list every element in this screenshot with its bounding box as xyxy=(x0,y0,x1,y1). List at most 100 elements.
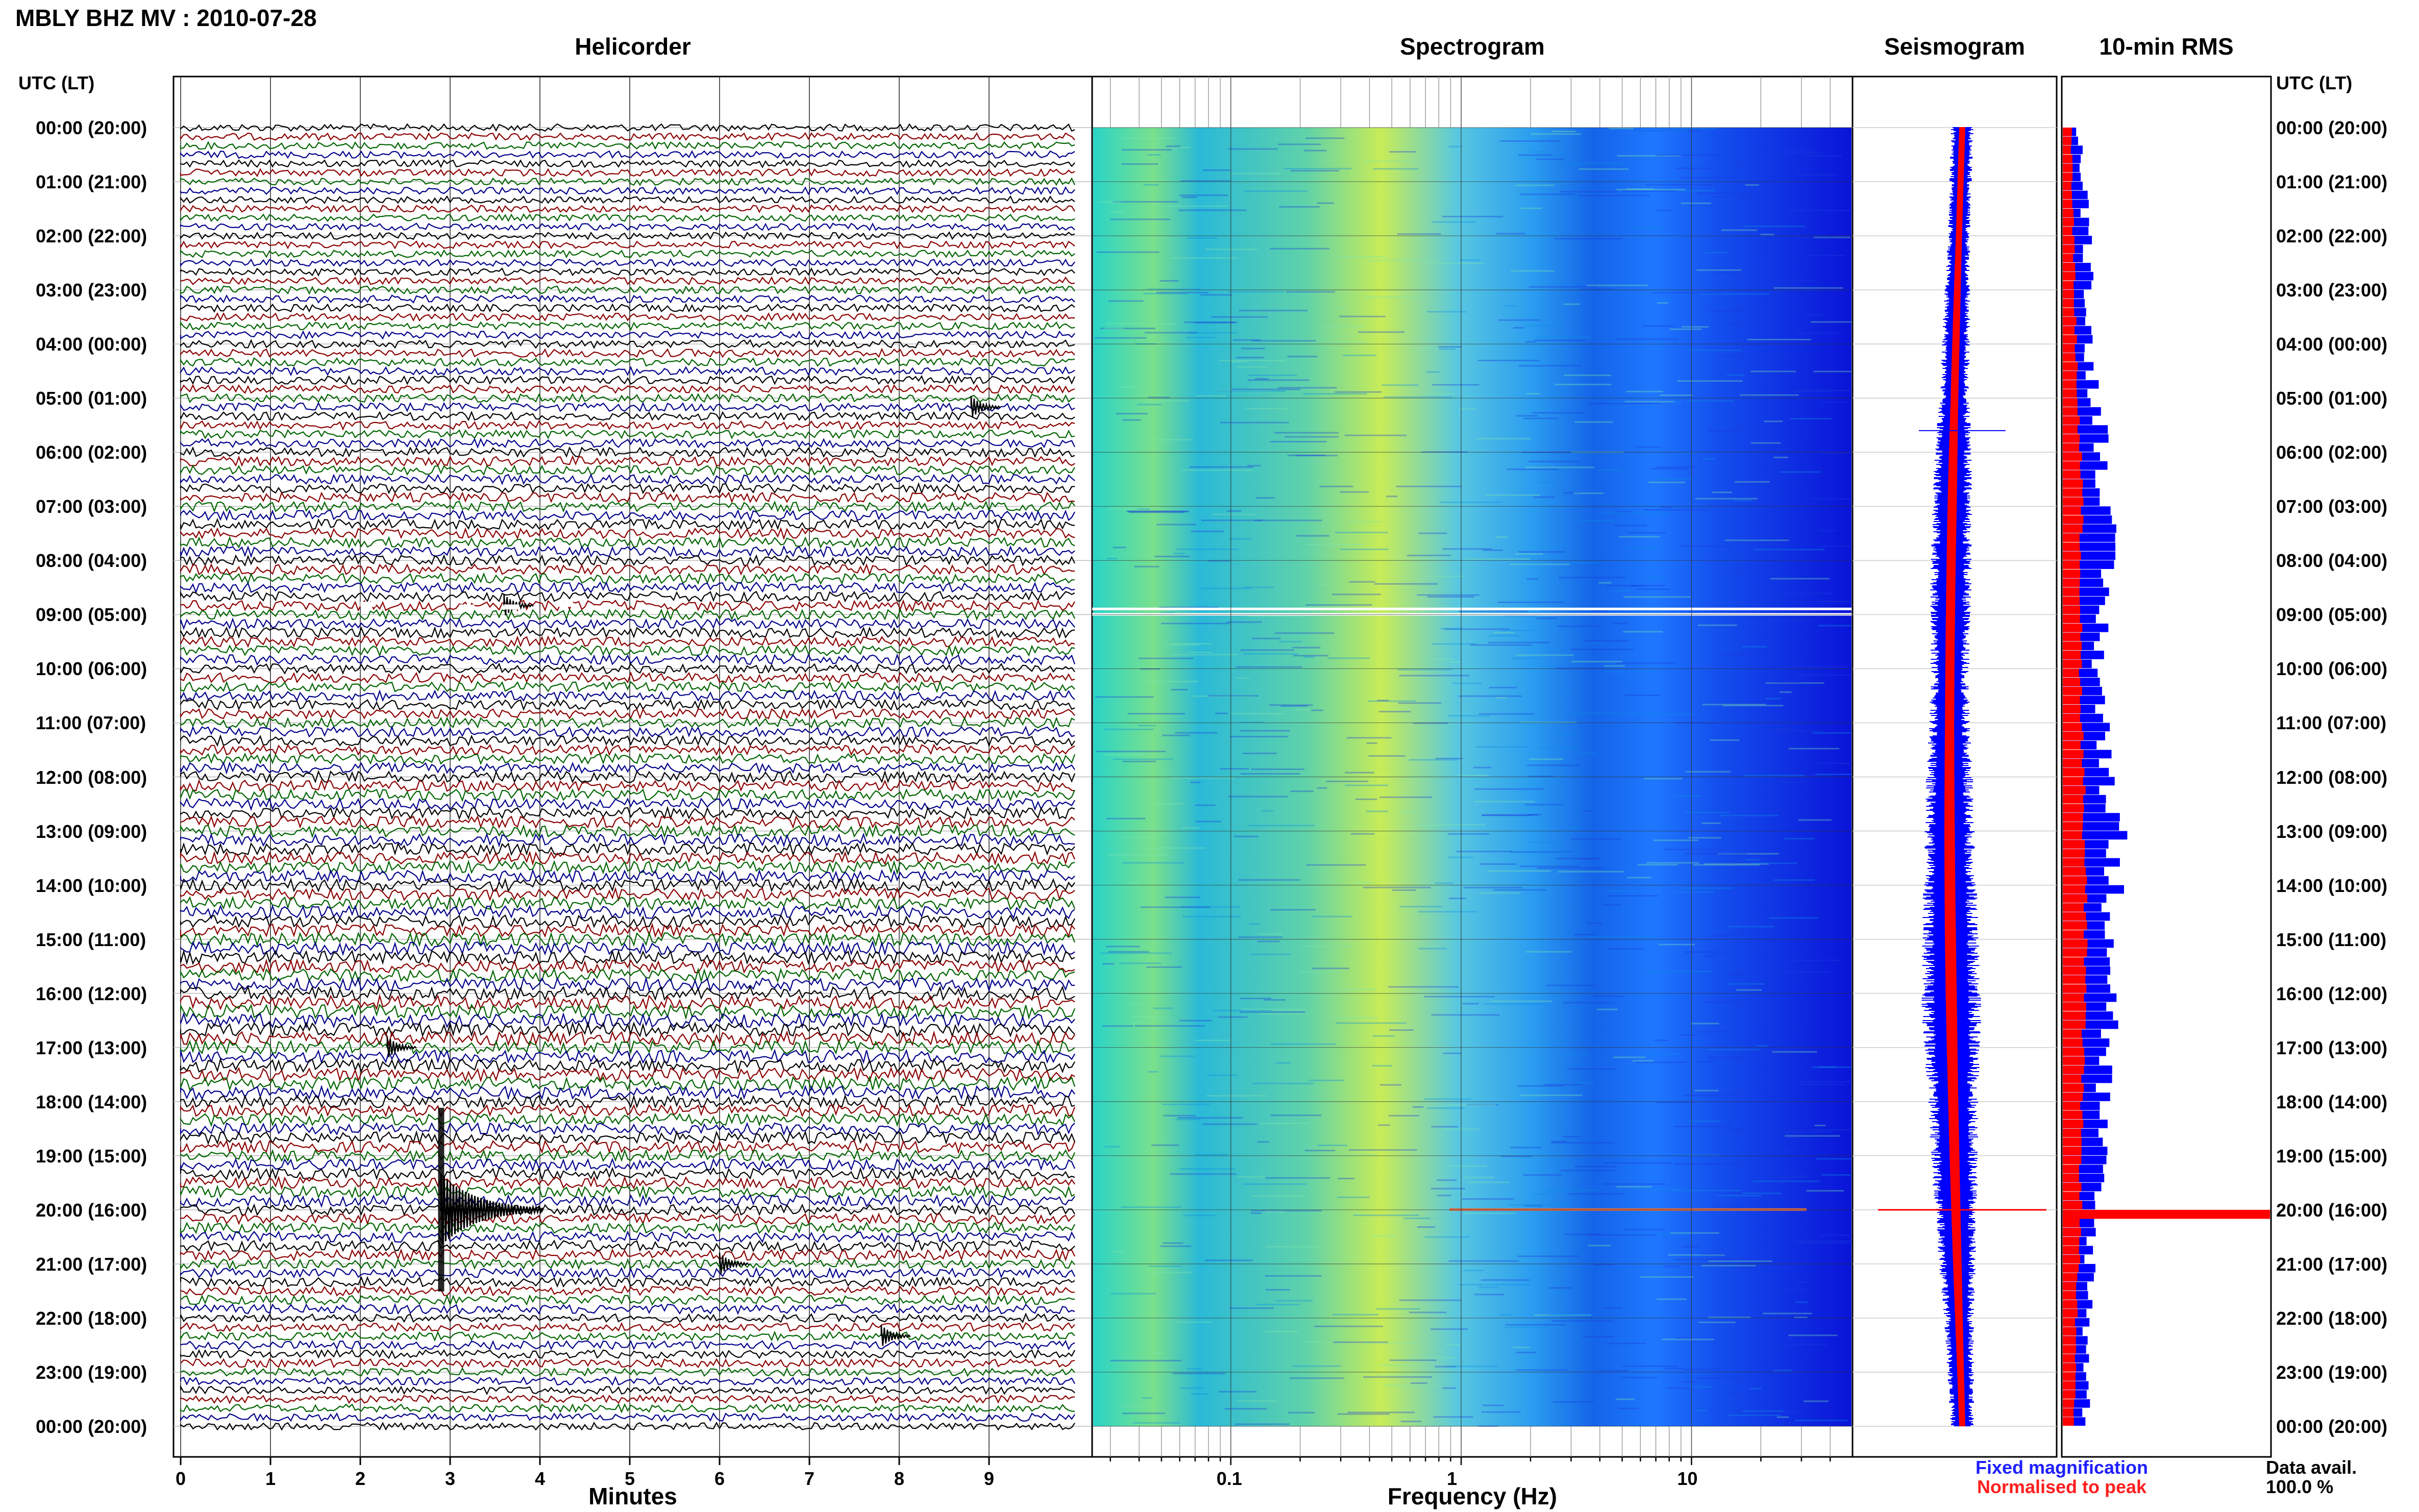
spectrogram-texture xyxy=(1578,195,1613,197)
rms-bar-normalised xyxy=(2063,894,2087,903)
spectrogram-texture xyxy=(1366,742,1377,744)
spectrogram-texture xyxy=(1785,1135,1840,1137)
spectrogram-texture xyxy=(1636,446,1661,448)
spectrogram-texture xyxy=(1656,154,1721,156)
spectrogram-texture xyxy=(1660,190,1715,192)
spectrogram-texture xyxy=(1335,256,1387,258)
helicorder-trace xyxy=(180,177,1075,186)
helicorder-trace xyxy=(180,743,1075,757)
spectrogram-texture xyxy=(1202,1123,1257,1125)
spectrogram-texture xyxy=(1743,226,1805,228)
spectrogram-texture xyxy=(1520,207,1542,209)
spectrogram-texture xyxy=(1301,946,1353,948)
spectrogram-texture xyxy=(1195,821,1222,823)
spectrogram-texture xyxy=(1728,926,1774,928)
spectrogram-texture xyxy=(1255,497,1275,499)
helicorder-trace xyxy=(180,285,1075,295)
helicorder-trace xyxy=(180,1203,1075,1217)
rms-bar-normalised xyxy=(2063,831,2082,840)
helicorder-trace xyxy=(180,455,1075,467)
helicorder-trace xyxy=(180,1376,1075,1386)
helicorder-event-coda xyxy=(438,1107,445,1292)
spectrogram-texture xyxy=(1544,1084,1583,1086)
spectrogram-texture xyxy=(1818,530,1836,532)
time-label-left: 11:00 (07:00) xyxy=(36,712,146,734)
spectrogram-texture xyxy=(1534,1314,1592,1316)
spectrogram-texture xyxy=(1219,360,1287,362)
spectrogram-texture xyxy=(1365,296,1424,299)
spectrogram-texture xyxy=(1821,601,1861,603)
spectrogram-texture xyxy=(1167,205,1227,207)
spectrogram-texture xyxy=(1758,543,1790,546)
spectrogram-texture xyxy=(1448,715,1491,717)
rms-bar-normalised xyxy=(2063,1336,2076,1345)
spectrogram-texture xyxy=(1620,1376,1658,1378)
spectrogram-texture xyxy=(1657,209,1672,211)
rms-bar-normalised xyxy=(2063,632,2081,641)
time-label-right: 11:00 (07:00) xyxy=(2276,712,2387,734)
rms-bar-normalised xyxy=(2063,425,2078,434)
spectrogram-texture xyxy=(1524,804,1563,806)
time-label-left: 21:00 (17:00) xyxy=(36,1253,147,1275)
rms-bar-normalised xyxy=(2063,155,2072,163)
rms-bar-normalised xyxy=(2063,1228,2081,1236)
spectrogram-texture xyxy=(1187,332,1238,334)
spectrogram-texture xyxy=(1710,739,1740,741)
spectrogram-texture xyxy=(1816,1158,1855,1160)
helicorder-trace xyxy=(180,554,1075,567)
rms-bar-normalised xyxy=(2063,1155,2082,1164)
spectrogram-texture xyxy=(1773,456,1789,458)
spectrogram-texture xyxy=(1510,563,1570,565)
spectrogram-texture xyxy=(1679,545,1731,547)
spectrogram-texture xyxy=(1707,1056,1775,1058)
spectrogram-texture xyxy=(1588,1245,1611,1247)
spectrogram-texture xyxy=(1592,995,1624,997)
spectrogram-texture xyxy=(1363,1376,1433,1378)
rms-bar-normalised xyxy=(2063,966,2086,975)
spectrogram-texture xyxy=(1442,215,1503,217)
helicorder-trace xyxy=(180,312,1075,322)
spectrogram-texture xyxy=(1684,811,1730,813)
spectrogram-texture xyxy=(1159,1055,1195,1057)
spectrogram-texture xyxy=(1144,681,1199,683)
time-label-right: 19:00 (15:00) xyxy=(2276,1145,2388,1167)
spectrogram-texture xyxy=(1181,827,1200,829)
spectrogram-texture xyxy=(1563,303,1580,305)
spectrogram-xtick-label: 1 xyxy=(1447,1468,1458,1489)
helicorder-trace xyxy=(180,231,1075,240)
spectrogram-texture xyxy=(1138,725,1156,727)
spectrogram-texture xyxy=(1166,145,1181,147)
rms-bar-normalised xyxy=(2063,190,2072,200)
spectrogram-texture xyxy=(1810,498,1871,500)
helicorder-trace xyxy=(180,446,1075,458)
spectrogram-texture xyxy=(1666,1387,1690,1389)
spectrogram-texture xyxy=(1356,882,1373,884)
spectrogram-texture xyxy=(1598,469,1622,472)
spectrogram-texture xyxy=(1525,951,1572,953)
spectrogram-texture xyxy=(1121,163,1158,165)
time-label-right: 17:00 (13:00) xyxy=(2276,1037,2388,1058)
spectrogram-texture xyxy=(1437,1195,1451,1197)
rms-bar-normalised xyxy=(2063,849,2085,858)
helicorder-trace xyxy=(180,1167,1075,1181)
rms-bar-normalised xyxy=(2063,1056,2085,1065)
helicorder-xtick-label: 0 xyxy=(176,1468,186,1489)
rms-bar-normalised xyxy=(2063,362,2078,371)
spectrogram-texture xyxy=(1331,593,1381,596)
spectrogram-texture xyxy=(1738,654,1758,656)
rms-bar-normalised xyxy=(2063,569,2081,578)
time-label-left: 00:00 (20:00) xyxy=(36,117,147,138)
spectrogram-texture xyxy=(1265,1177,1330,1179)
helicorder-trace xyxy=(180,680,1075,693)
spectrogram-texture xyxy=(1642,325,1674,327)
spectrogram-texture xyxy=(1712,1205,1776,1207)
spectrogram-panel xyxy=(1091,76,1889,1465)
spectrogram-texture xyxy=(1110,1293,1156,1295)
spectrogram-texture xyxy=(1122,760,1156,762)
spectrogram-texture xyxy=(1342,355,1376,357)
spectrogram-texture xyxy=(1443,1052,1462,1054)
spectrogram-texture xyxy=(1551,131,1576,133)
spectrogram-texture xyxy=(1339,668,1350,671)
time-label-left: 06:00 (02:00) xyxy=(36,442,147,463)
spectrogram-texture xyxy=(1179,1168,1235,1170)
